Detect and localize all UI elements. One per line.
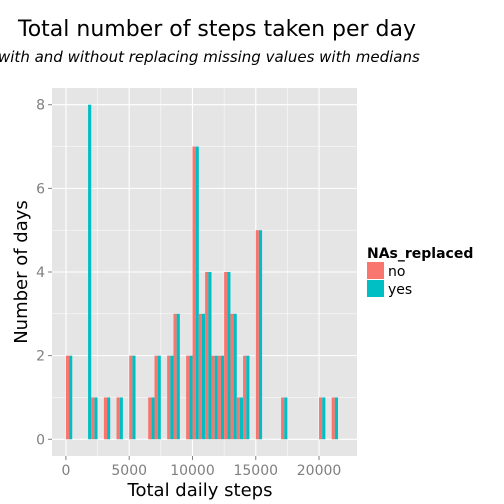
x-tick-label: 5000: [111, 463, 147, 479]
legend-label-yes: yes: [388, 282, 412, 298]
bar-no: [148, 397, 152, 440]
x-tick-label: 10000: [170, 463, 215, 479]
y-axis-ticks: 0 2 4 6 8: [36, 98, 52, 448]
legend-title: NAs_replaced: [367, 246, 473, 262]
bar-no: [192, 146, 196, 440]
bar-no: [243, 355, 247, 440]
bar-no: [154, 355, 158, 440]
bar-yes: [201, 313, 206, 440]
bar-yes: [246, 355, 250, 440]
bar-no: [65, 355, 70, 440]
bar-yes: [107, 397, 111, 440]
bar-no: [205, 272, 209, 440]
x-tick-label: 15000: [233, 463, 278, 479]
bar-yes: [119, 397, 123, 440]
y-tick-label: 6: [36, 181, 45, 197]
bar-no: [116, 397, 120, 440]
bar-no: [236, 397, 240, 440]
bar-yes: [322, 397, 326, 440]
bars-layer: [65, 104, 339, 440]
legend: NAs_replaced no yes: [367, 246, 473, 298]
bar-no: [103, 397, 108, 440]
chart-subtitle: with and without replacing missing value…: [0, 48, 420, 66]
bar-no: [230, 313, 234, 440]
bar-yes: [157, 355, 161, 440]
bar-yes: [195, 146, 199, 440]
x-tick-label: 0: [61, 463, 70, 479]
bar-yes: [176, 313, 180, 440]
y-tick-label: 4: [36, 265, 45, 281]
bar-yes: [208, 272, 212, 440]
bar-yes: [334, 397, 339, 440]
bar-yes: [220, 355, 225, 440]
y-tick-label: 0: [36, 432, 45, 448]
bar-no: [198, 313, 202, 440]
chart-title: Total number of steps taken per day: [17, 17, 416, 42]
x-tick-label: 20000: [297, 463, 342, 479]
bar-yes: [233, 313, 237, 440]
bar-yes: [94, 397, 98, 440]
bar-no: [255, 230, 259, 440]
y-tick-label: 2: [36, 349, 45, 365]
bar-yes: [132, 355, 136, 440]
x-axis-title: Total daily steps: [127, 480, 273, 501]
legend-key-no: [367, 262, 384, 279]
bar-no: [319, 397, 323, 440]
bar-yes: [214, 355, 218, 440]
bar-no: [331, 397, 335, 440]
bar-no: [211, 355, 215, 440]
bar-yes: [258, 230, 263, 440]
bar-yes: [151, 397, 155, 440]
bar-no: [129, 355, 133, 440]
bar-yes: [69, 355, 73, 440]
bar-yes: [88, 104, 92, 440]
bar-yes: [189, 355, 193, 440]
bar-no: [91, 397, 95, 440]
bar-yes: [170, 355, 174, 440]
bar-yes: [284, 397, 288, 440]
bar-yes: [227, 272, 231, 440]
y-tick-label: 8: [36, 98, 45, 114]
legend-key-yes: [367, 280, 384, 297]
legend-label-no: no: [388, 264, 405, 280]
bar-no: [186, 355, 190, 440]
bar-yes: [239, 397, 244, 440]
bar-no: [217, 355, 221, 440]
y-axis-title: Number of days: [11, 200, 32, 344]
bar-no: [167, 355, 171, 440]
bar-no: [224, 272, 228, 440]
x-axis-ticks: 0 5000 10000 15000 20000: [61, 456, 341, 479]
bar-no: [281, 397, 285, 440]
bar-no: [173, 313, 177, 440]
